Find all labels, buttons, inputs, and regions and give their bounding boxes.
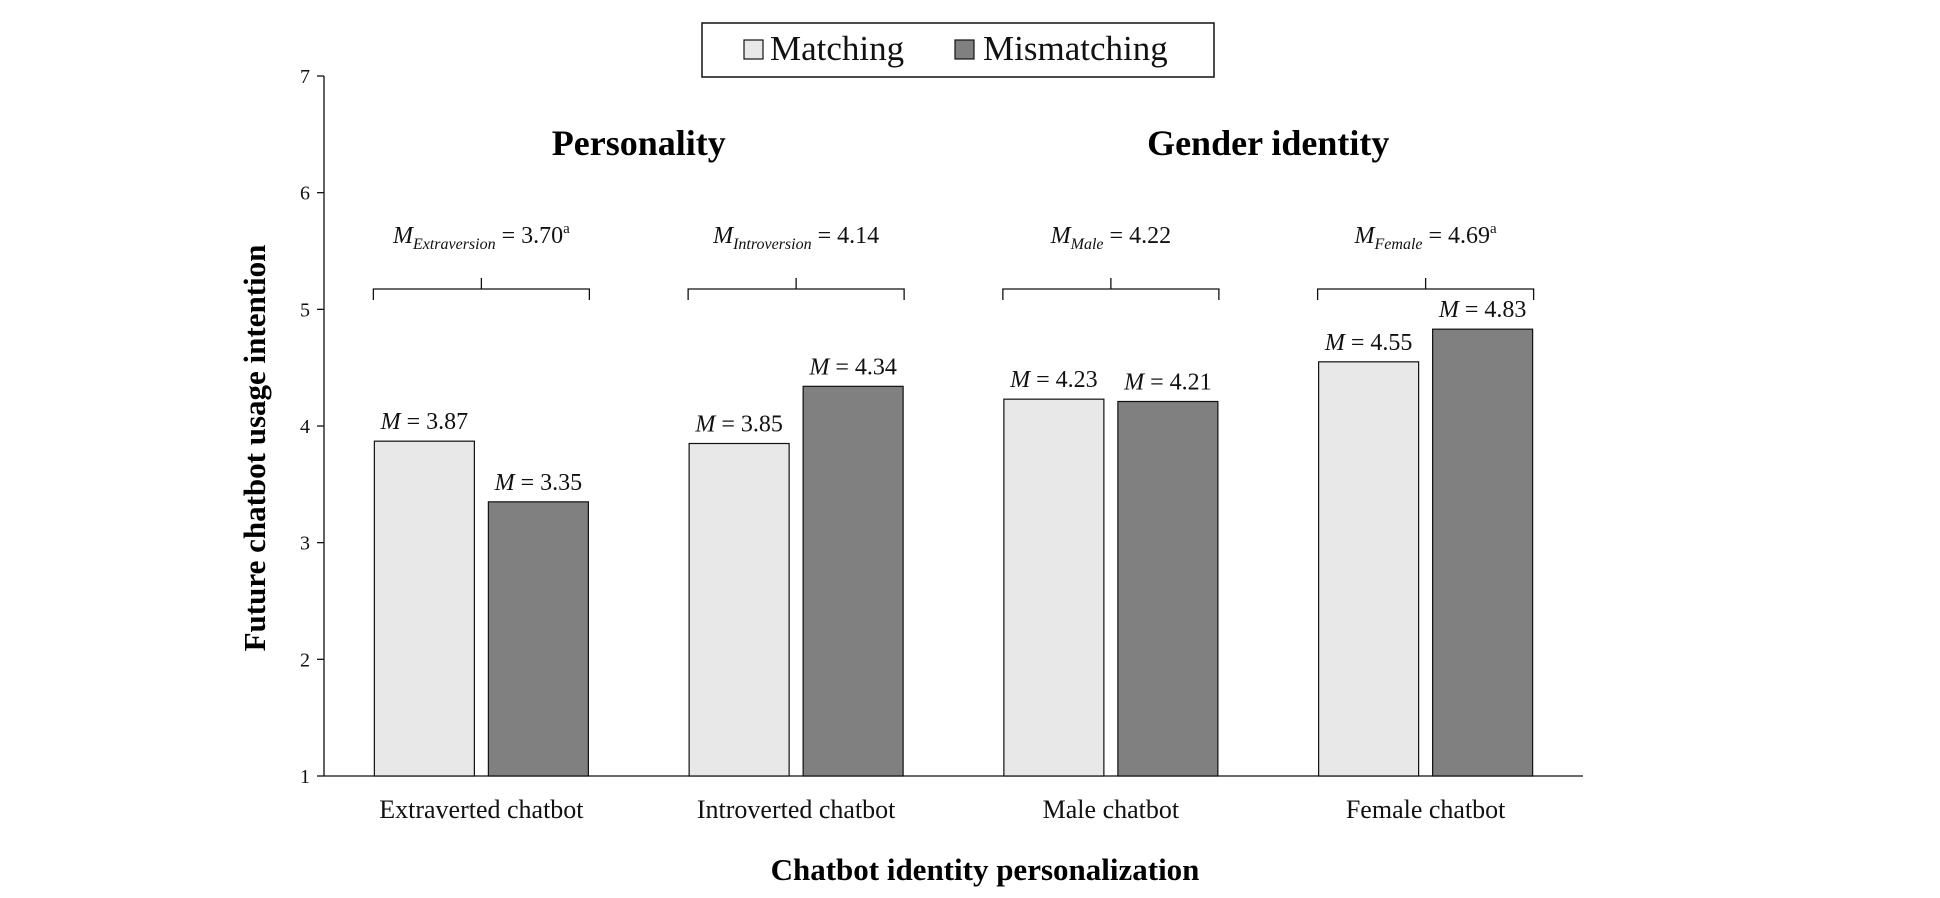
bars: M = 3.87 M = 3.35 M = 3.85 M = 4.34 M = 4.23… [373,297,1534,777]
bar-value-label: M = 3.85 [694,412,783,438]
y-tick-label: 7 [300,66,310,88]
bar-value-label: M = 3.87 [380,409,469,435]
category-bracket [1002,278,1220,300]
group-title-personality: Personality [552,123,726,163]
legend-swatch-mismatching [954,39,975,60]
legend-label-mismatching: Mismatching [983,29,1168,68]
x-category-label: Female chatbot [1346,795,1506,824]
category-mean-label: MFemale = 4.69a [1354,221,1498,253]
y-tick-label: 3 [300,533,310,555]
y-axis-title: Future chatbot usage intention [237,245,272,652]
y-tick-label: 4 [300,416,310,438]
x-axis-title: Chatbot identity personalization [771,852,1200,887]
category-bracket [372,278,591,300]
x-category-label: Introverted chatbot [697,795,896,824]
legend-swatch-matching [743,39,764,60]
y-tick-label: 5 [300,299,310,321]
category-mean-label: MIntroversion = 4.14 [712,223,879,253]
bar-value-label: M = 3.35 [494,470,583,496]
bar-extraverted-chatbot-mismatching [487,501,589,777]
x-axis: Extraverted chatbot Introverted chatbot Ma… [324,775,1583,824]
group-title-gender-identity: Gender identity [1147,123,1389,163]
bar-value-label: M = 4.55 [1324,330,1413,356]
y-tick-label: 2 [300,649,310,671]
bar-value-label: M = 4.21 [1123,370,1212,396]
bar-introverted-chatbot-mismatching [802,385,904,777]
legend: Matching Mismatching [701,22,1215,78]
y-axis: 1 2 3 4 5 6 7 [300,66,325,788]
bar-introverted-chatbot-matching [688,442,790,777]
category-mean-label: MMale = 4.22 [1050,223,1171,253]
bar-male-chatbot-mismatching [1117,400,1219,777]
category-bracket [1316,278,1535,300]
bar-female-chatbot-matching [1318,361,1420,777]
y-tick-label: 6 [300,183,310,205]
annotations: MExtraversion = 3.70a MIntroversion = 4.1… [372,123,1535,300]
category-mean-label: MExtraversion = 3.70a [392,221,570,253]
bar-male-chatbot-matching [1003,398,1105,777]
bar-value-label: M = 4.83 [1438,297,1527,323]
category-bracket [687,278,905,300]
y-tick-label: 1 [300,766,310,788]
legend-label-matching: Matching [770,29,904,68]
bar-value-label: M = 4.34 [808,354,897,380]
bar-female-chatbot-mismatching [1432,328,1534,777]
x-category-label: Male chatbot [1043,795,1180,824]
x-category-label: Extraverted chatbot [379,795,584,824]
bar-extraverted-chatbot-matching [373,440,475,777]
bar-value-label: M = 4.23 [1009,367,1098,393]
